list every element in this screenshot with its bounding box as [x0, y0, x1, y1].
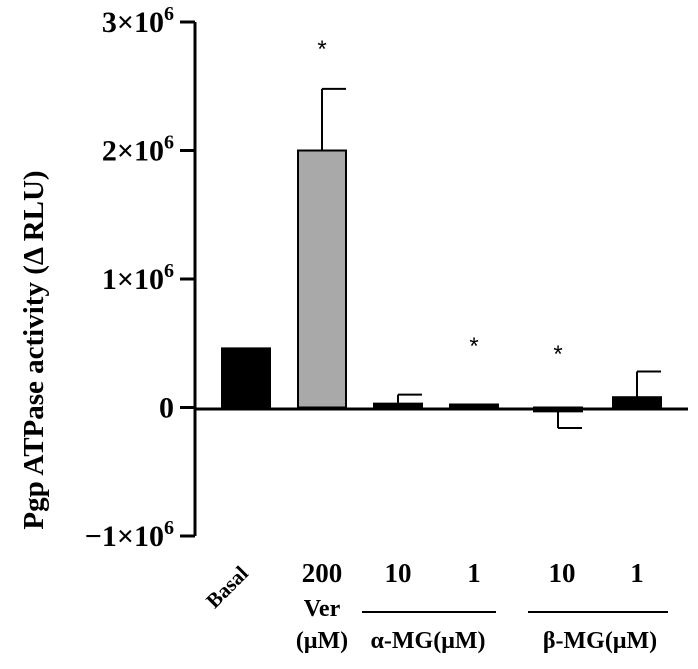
significance-star-3: * — [469, 333, 478, 360]
significance-star-4: * — [553, 341, 562, 368]
x-tick-label-alpha-10: 10 — [385, 558, 412, 588]
significance-star-1: * — [317, 36, 326, 63]
y-tick-label-4: −1×106 — [85, 517, 174, 553]
y-tick-label-1: 2×106 — [102, 132, 174, 168]
bar-1 — [297, 149, 347, 409]
annotations-layer: * * * — [317, 36, 562, 368]
bar-0 — [221, 347, 271, 409]
group-unit-ver: (μM) — [296, 628, 348, 654]
bar-2 — [373, 402, 423, 409]
y-ticks-layer: 3×106 2×106 1×106 0 −1×106 — [85, 3, 195, 553]
x-tick-label-ver-200: 200 — [302, 558, 343, 588]
group-label-ver: Ver — [304, 596, 341, 622]
errorbars-layer — [321, 87, 661, 430]
group-label-beta: β-MG(μM) — [543, 628, 657, 654]
x-tick-label-alpha-1: 1 — [467, 558, 481, 588]
bars-layer — [221, 149, 662, 413]
y-axis-label: Pgp ATPase activity (Δ RLU) — [18, 170, 50, 529]
x-tick-label-basal: Basal — [201, 561, 253, 613]
x-tick-label-beta-10: 10 — [549, 558, 576, 588]
x-tick-label-beta-1: 1 — [630, 558, 644, 588]
bar-5 — [612, 396, 662, 409]
y-tick-label-0: 3×106 — [102, 3, 174, 39]
group-label-alpha: α-MG(μM) — [371, 628, 486, 654]
y-tick-label-3: 0 — [159, 392, 174, 425]
y-tick-label-2: 1×106 — [102, 260, 174, 296]
